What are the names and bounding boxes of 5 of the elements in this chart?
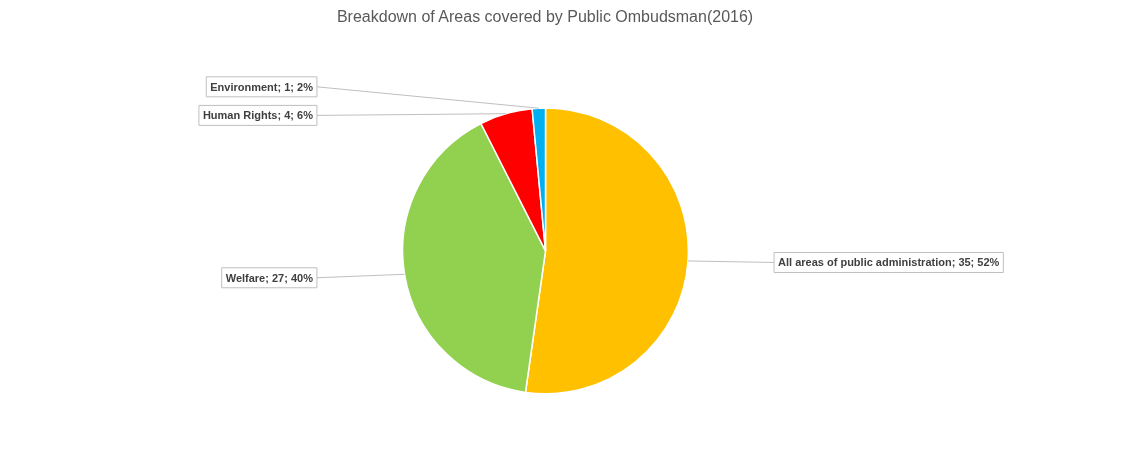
chart-title: Breakdown of Areas covered by Public Ombudsman(2016) xyxy=(336,7,754,25)
slice-label: Human Rights; 4; 6% xyxy=(202,109,314,122)
slice-label: All areas of public administration; 35; 52% xyxy=(778,256,1000,269)
slice-label: Welfare; 27; 40% xyxy=(225,271,314,284)
slice-label: Environment; 1; 2% xyxy=(210,80,314,93)
